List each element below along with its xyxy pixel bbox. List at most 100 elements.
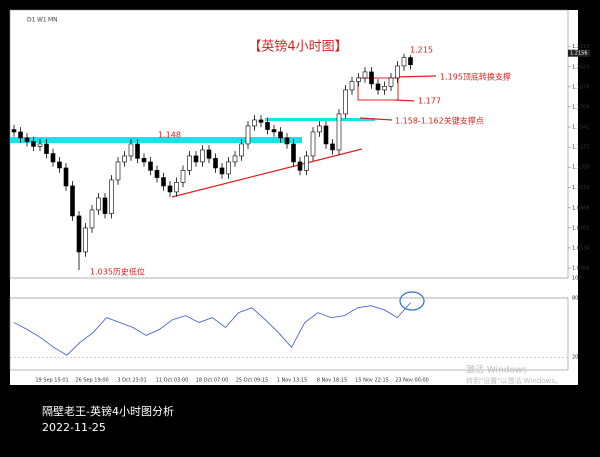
y-tick-label: 1.0868 (572, 205, 590, 211)
y-tick-label: 1.1373 (572, 145, 590, 151)
candle-body (226, 161, 231, 175)
candle-body (187, 155, 192, 171)
y-tick-label: 1.0534 (572, 245, 590, 251)
candle-body (239, 143, 244, 157)
y-tick-label: 1.1206 (572, 165, 590, 171)
candle-body (109, 179, 114, 214)
x-tick-label: 1 Nov 13:15 (277, 378, 308, 384)
candle-body (401, 57, 407, 67)
x-tick-label: 3 Oct 23:01 (117, 378, 146, 384)
candle-body (31, 141, 36, 147)
candle-body (271, 129, 277, 133)
candle-body (317, 125, 322, 133)
support-band (265, 118, 375, 121)
highlight-circle (399, 291, 425, 311)
candle-body (70, 185, 75, 217)
candle-body (369, 71, 374, 85)
candle-body (63, 167, 69, 187)
candle-body (83, 227, 88, 253)
y-tick-label: 1.0701 (572, 225, 590, 231)
watermark: 激活 Windows (466, 364, 527, 376)
candle-body (18, 131, 23, 139)
candle-body (148, 161, 153, 171)
candle-body (336, 113, 342, 151)
chart-background (10, 10, 578, 385)
arrow (359, 117, 393, 121)
annotation: 1.177 (418, 97, 441, 106)
candle-body (115, 161, 121, 181)
candle-body (258, 119, 264, 123)
candle-body (167, 185, 173, 193)
candle-body (395, 65, 400, 79)
candle-body (89, 209, 95, 229)
candle-body (219, 167, 225, 175)
x-tick-label: 15 Nov 22:15 (355, 378, 389, 384)
candle-body (161, 177, 166, 187)
candle-body (408, 57, 413, 66)
tab: D1 (27, 17, 36, 24)
x-tick-label: 18 Oct 07:00 (196, 378, 229, 384)
y-tick-label: 1.1709 (572, 104, 590, 110)
annotation: 1.035历史低位 (90, 267, 145, 277)
candle-body (37, 143, 43, 147)
candle-body (135, 143, 140, 159)
candle-body (349, 81, 355, 91)
y-tick-label: 20 (572, 355, 578, 361)
support-band (10, 137, 302, 143)
candle-body (304, 155, 309, 171)
candle-body (375, 83, 381, 91)
y-tick-label: 1.1876 (572, 84, 590, 90)
annotation: 1.215 (410, 46, 433, 55)
candle-body (213, 158, 218, 169)
candle-body (297, 161, 303, 171)
candle-body (96, 197, 101, 211)
candle-body (193, 155, 199, 163)
candle-body (44, 143, 49, 154)
trend-line (171, 148, 363, 198)
chart-title: 【英镑4小时图】 (248, 39, 347, 55)
range-box (357, 77, 399, 101)
candle-body (57, 161, 62, 169)
candle-body (122, 155, 127, 163)
y-tick-label: 1.0366 (572, 266, 590, 272)
candle-body (154, 170, 160, 178)
x-tick-label: 25 Oct 09:15 (236, 378, 269, 384)
candle-body (50, 153, 56, 163)
candle-body (180, 170, 186, 183)
candle-body (200, 149, 205, 163)
candle-body (265, 122, 270, 130)
candle-body (232, 155, 238, 163)
candle-body (141, 158, 147, 163)
annotation: 1.158-1.162关键支撑点 (395, 116, 484, 126)
y-tick-label: 1.2210 (572, 44, 590, 50)
candle-body (362, 71, 368, 79)
y-tick-label: 80 (572, 295, 578, 301)
candle-body (128, 143, 134, 157)
candle-body (11, 129, 17, 133)
candle-body (291, 143, 296, 163)
candle-body (388, 77, 394, 87)
main-panel (9, 9, 569, 279)
tab: MN (48, 17, 58, 24)
candle-body (323, 125, 329, 145)
caption: 2022-11-25 (42, 421, 106, 434)
candle-body (278, 131, 283, 139)
y-tick-label: 1.2043 (572, 64, 590, 70)
candle-body (206, 149, 212, 159)
y-tick-label: 1.1541 (572, 125, 590, 131)
candle-body (310, 131, 316, 157)
x-tick-label: 19 Sep 15:01 (35, 378, 68, 384)
candle-body (330, 143, 335, 151)
candle-body (252, 119, 257, 127)
annotation: 1.148 (158, 131, 181, 140)
x-tick-label: 26 Sep 19:00 (75, 378, 108, 384)
candle-body (382, 86, 387, 91)
annotation: 1.195顶底转换支撑 (440, 72, 511, 82)
current-price-label: 1.2156 (570, 51, 588, 57)
watermark: 转到"设置"以激活 Windows。 (466, 376, 562, 385)
indicator-panel (9, 297, 569, 371)
tab: W1 (37, 17, 47, 24)
y-tick-label: 100 (572, 276, 582, 282)
